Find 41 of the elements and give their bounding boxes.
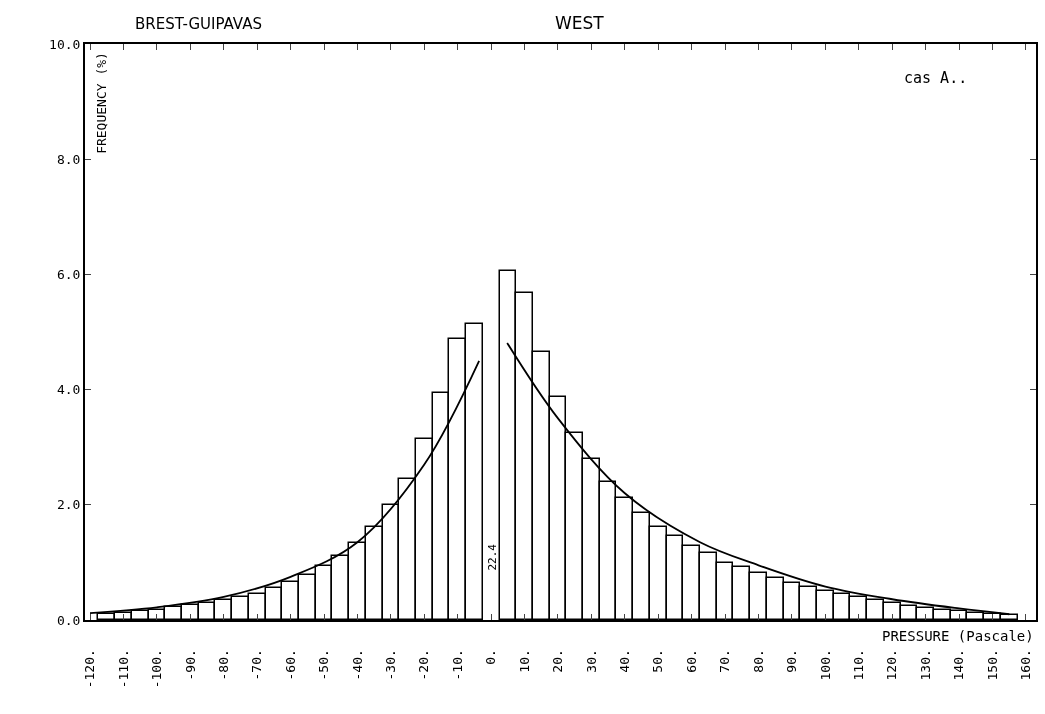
- x-tick-label: 80.: [750, 649, 766, 673]
- x-tick-label: 50.: [650, 649, 666, 673]
- x-tick-label: -90.: [182, 649, 198, 681]
- x-tick-label: 0.: [483, 649, 499, 665]
- x-tick-label: -60.: [282, 649, 298, 681]
- annotation: 22.4: [486, 543, 500, 571]
- x-tick-label: -40.: [349, 649, 365, 681]
- x-tick-label: -10.: [449, 649, 465, 681]
- x-tick-label: 60.: [683, 649, 699, 673]
- y-tick-label: 2.0: [56, 497, 81, 513]
- x-tick-label: -120.: [82, 649, 98, 689]
- y-tick-label: 6.0: [56, 266, 81, 282]
- x-tick-label: -100.: [149, 649, 165, 689]
- x-tick-label: -50.: [316, 649, 332, 681]
- x-axis-title: PRESSURE (Pascale): [882, 628, 1034, 644]
- y-axis-title: FREQUENCY (%): [94, 52, 110, 154]
- annotation: cas A..: [904, 69, 968, 87]
- x-tick-label: 40.: [617, 649, 633, 673]
- x-tick-label: 20.: [550, 649, 566, 673]
- x-tick-label: -20.: [416, 649, 432, 681]
- x-tick-label: -30.: [383, 649, 399, 681]
- chart-title: BREST-GUIPAVAS: [135, 15, 262, 33]
- y-tick-label: 0.0: [56, 612, 81, 628]
- x-tick-label: 150.: [984, 649, 1000, 681]
- x-tick-label: -80.: [215, 649, 231, 681]
- x-tick-label: 110.: [851, 649, 867, 681]
- x-tick-label: 160.: [1018, 649, 1034, 681]
- chart-subtitle: WEST: [555, 13, 605, 33]
- x-tick-label: 70.: [717, 649, 733, 673]
- y-tick-label: 4.0: [56, 382, 81, 398]
- x-tick-label: 100.: [817, 649, 833, 681]
- y-tick-label: 10.0: [49, 36, 81, 52]
- x-tick-label: 10.: [516, 649, 532, 673]
- y-tick-label: 8.0: [56, 151, 81, 167]
- x-tick-label: 90.: [784, 649, 800, 673]
- x-tick-label: 140.: [951, 649, 967, 681]
- x-tick-label: 120.: [884, 649, 900, 681]
- x-tick-label: 30.: [583, 649, 599, 673]
- x-tick-label: -110.: [115, 649, 131, 689]
- x-tick-label: -70.: [249, 649, 265, 681]
- x-tick-label: 130.: [917, 649, 933, 681]
